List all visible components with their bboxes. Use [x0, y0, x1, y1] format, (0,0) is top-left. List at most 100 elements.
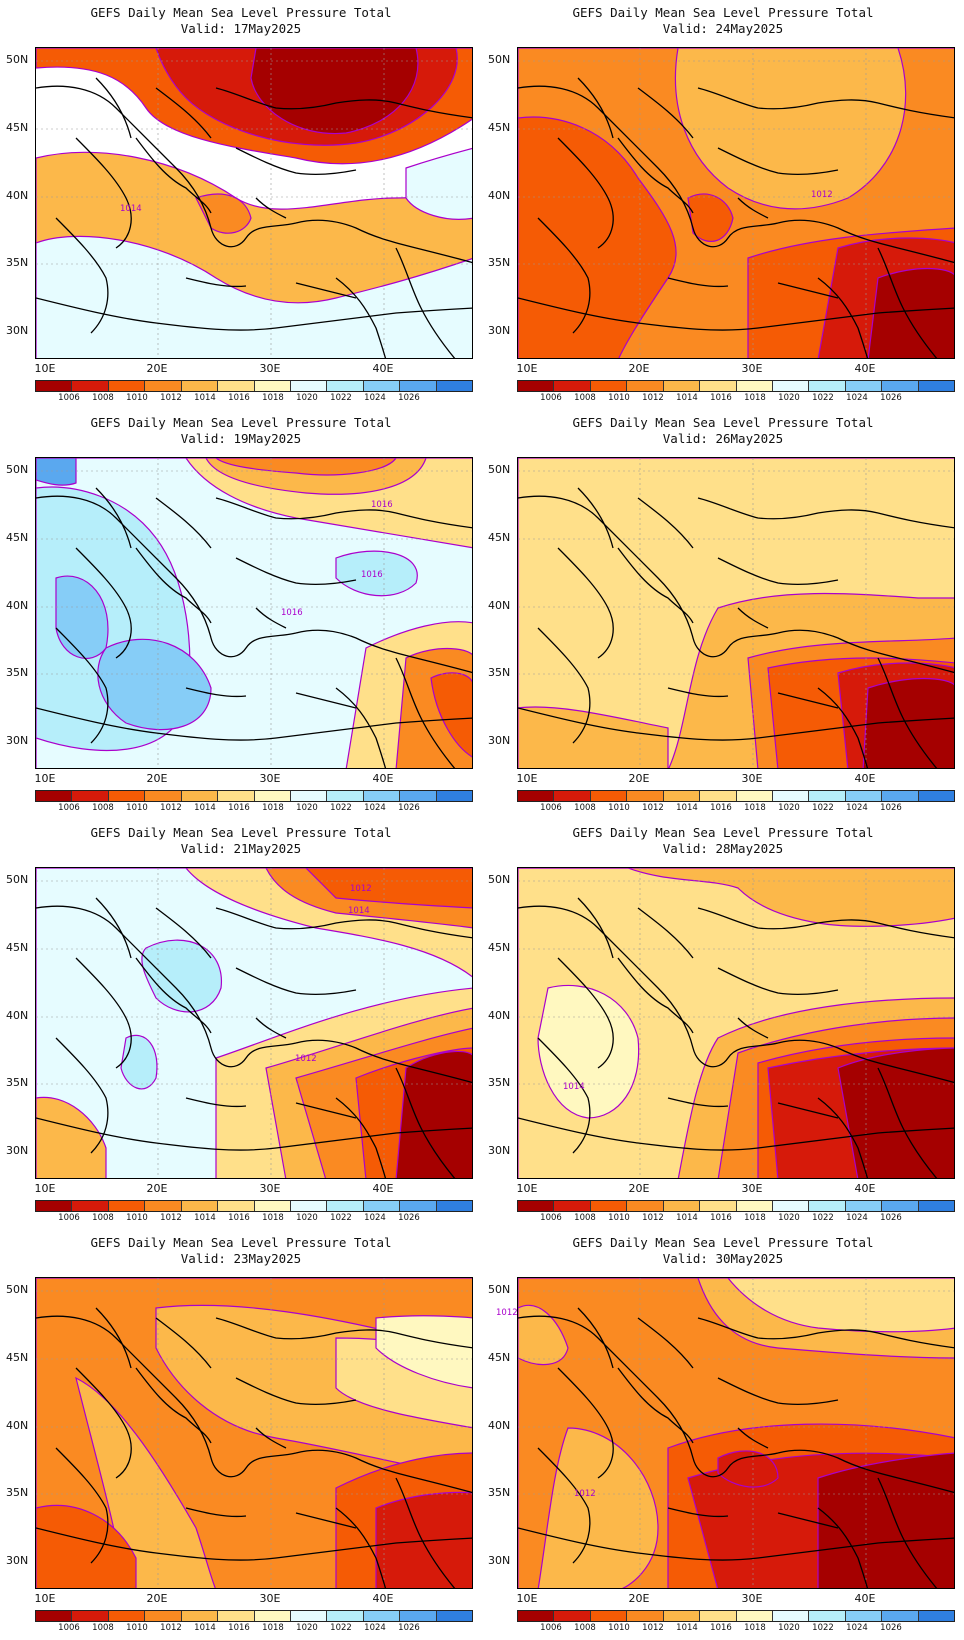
contour-label: 1014: [120, 204, 142, 214]
latitude-tick-label: 40N: [488, 599, 511, 612]
pressure-contour-region: [817, 1452, 954, 1588]
colorbar-swatch: [627, 791, 664, 801]
colorbar-level-label: 1006: [540, 803, 562, 813]
colorbar-swatch: [400, 1201, 437, 1211]
longitude-tick-label: 10E: [34, 772, 56, 785]
coastline-border: [518, 905, 779, 1068]
colorbar-level-label: 1024: [364, 1623, 386, 1633]
pressure-field-svg: [36, 868, 472, 1178]
coastline-border: [637, 87, 694, 139]
panel-title: GEFS Daily Mean Sea Level Pressure Total: [90, 825, 392, 840]
coastline-border: [617, 547, 694, 624]
panel-valid-date: Valid: 26May2025: [662, 431, 784, 446]
coastline-border: [667, 687, 729, 698]
colorbar-level-label: 1022: [330, 393, 352, 403]
longitude-tick-label: 30E: [741, 1592, 763, 1605]
colorbar-swatch: [554, 381, 591, 391]
colorbar-swatch: [736, 381, 773, 391]
contour-label: 1016: [371, 500, 393, 510]
pressure-contour-region: [250, 48, 419, 135]
coastline-border: [36, 85, 297, 248]
coastline-border: [55, 1447, 109, 1564]
coastline-border: [335, 277, 387, 358]
latitude-tick-label: 35N: [6, 256, 29, 269]
colorbar-level-label: 1016: [228, 1213, 250, 1223]
coastline-border: [135, 957, 212, 1034]
coastline-border: [395, 247, 456, 358]
coastline-border: [637, 907, 694, 959]
latitude-tick-label: 50N: [488, 463, 511, 476]
coastline-border: [295, 692, 357, 709]
longitude-tick-label: 10E: [516, 1592, 538, 1605]
colorbar-level-label: 1008: [574, 1213, 596, 1223]
latitude-tick-label: 30N: [488, 1144, 511, 1157]
coastline-border: [155, 87, 212, 139]
coastline-border: [215, 1317, 472, 1349]
coastline-border: [577, 1307, 614, 1369]
colorbar-swatch: [627, 1611, 664, 1621]
colorbar-level-label: 1016: [228, 393, 250, 403]
latitude-tick-label: 35N: [6, 1076, 29, 1089]
latitude-tick-label: 50N: [6, 463, 29, 476]
colorbar-swatch: [363, 1611, 401, 1621]
coastline-border: [135, 547, 212, 624]
pressure-map: [517, 457, 955, 769]
colorbar-swatch: [145, 1611, 182, 1621]
latitude-tick-label: 35N: [6, 1486, 29, 1499]
coastline-border: [697, 87, 954, 119]
latitude-tick-label: 45N: [6, 121, 29, 134]
coastline-border: [185, 1097, 247, 1108]
colorbar-swatch: [363, 381, 401, 391]
longitude-tick-label: 30E: [741, 772, 763, 785]
coastline-border: [877, 657, 938, 768]
colorbar-level-label: 1014: [676, 803, 698, 813]
pressure-contour-region: [867, 268, 954, 358]
coastline-border: [255, 1427, 287, 1449]
coastline-border: [255, 607, 287, 629]
coastline-border: [95, 1307, 132, 1369]
colorbar-swatch: [809, 1611, 846, 1621]
latitude-tick-label: 40N: [488, 1009, 511, 1022]
coastline-border: [737, 1427, 769, 1449]
colorbar-swatch: [882, 381, 919, 391]
coastline-border: [537, 217, 591, 334]
pressure-contour-region: [717, 1450, 779, 1488]
colorbar-level-label: 1024: [364, 393, 386, 403]
latitude-tick-label: 40N: [488, 1419, 511, 1432]
coastline-border: [215, 907, 472, 939]
colorbar-swatch: [772, 1611, 810, 1621]
colorbar-swatch: [663, 791, 701, 801]
panel-title: GEFS Daily Mean Sea Level Pressure Total: [572, 1235, 874, 1250]
pressure-contour-region: [537, 984, 640, 1119]
coastline-border: [697, 907, 954, 939]
coastline-border: [155, 497, 212, 549]
coastline-border: [877, 1477, 938, 1588]
colorbar-swatch: [845, 791, 883, 801]
coastline-border: [235, 967, 357, 996]
coastline-border: [557, 137, 614, 249]
colorbar-level-label: 1020: [778, 393, 800, 403]
map-panel: GEFS Daily Mean Sea Level Pressure Total…: [0, 1230, 482, 1640]
coastline-border: [135, 1367, 212, 1444]
pressure-contour-region: [518, 116, 677, 358]
coastline-border: [577, 487, 614, 549]
colorbar-swatch: [290, 381, 328, 391]
coastline-border: [518, 495, 779, 658]
coastline-border: [667, 277, 729, 288]
coastline-border: [577, 77, 614, 139]
latitude-tick-label: 45N: [488, 941, 511, 954]
pressure-contour-region: [395, 1050, 472, 1178]
colorbar-swatch: [554, 791, 591, 801]
coastline-border: [557, 547, 614, 659]
coastline-border: [295, 629, 472, 674]
colorbar-level-label: 1020: [296, 1213, 318, 1223]
coastline-border: [36, 707, 472, 741]
colorbar-level-label: 1024: [364, 803, 386, 813]
coastline-border: [518, 1527, 954, 1561]
longitude-tick-label: 10E: [34, 362, 56, 375]
colorbar-level-label: 1020: [296, 393, 318, 403]
colorbar-swatch: [72, 1611, 109, 1621]
pressure-contour-region: [36, 1096, 107, 1178]
colorbar-swatch: [700, 1611, 737, 1621]
pressure-field-svg: [518, 868, 954, 1178]
